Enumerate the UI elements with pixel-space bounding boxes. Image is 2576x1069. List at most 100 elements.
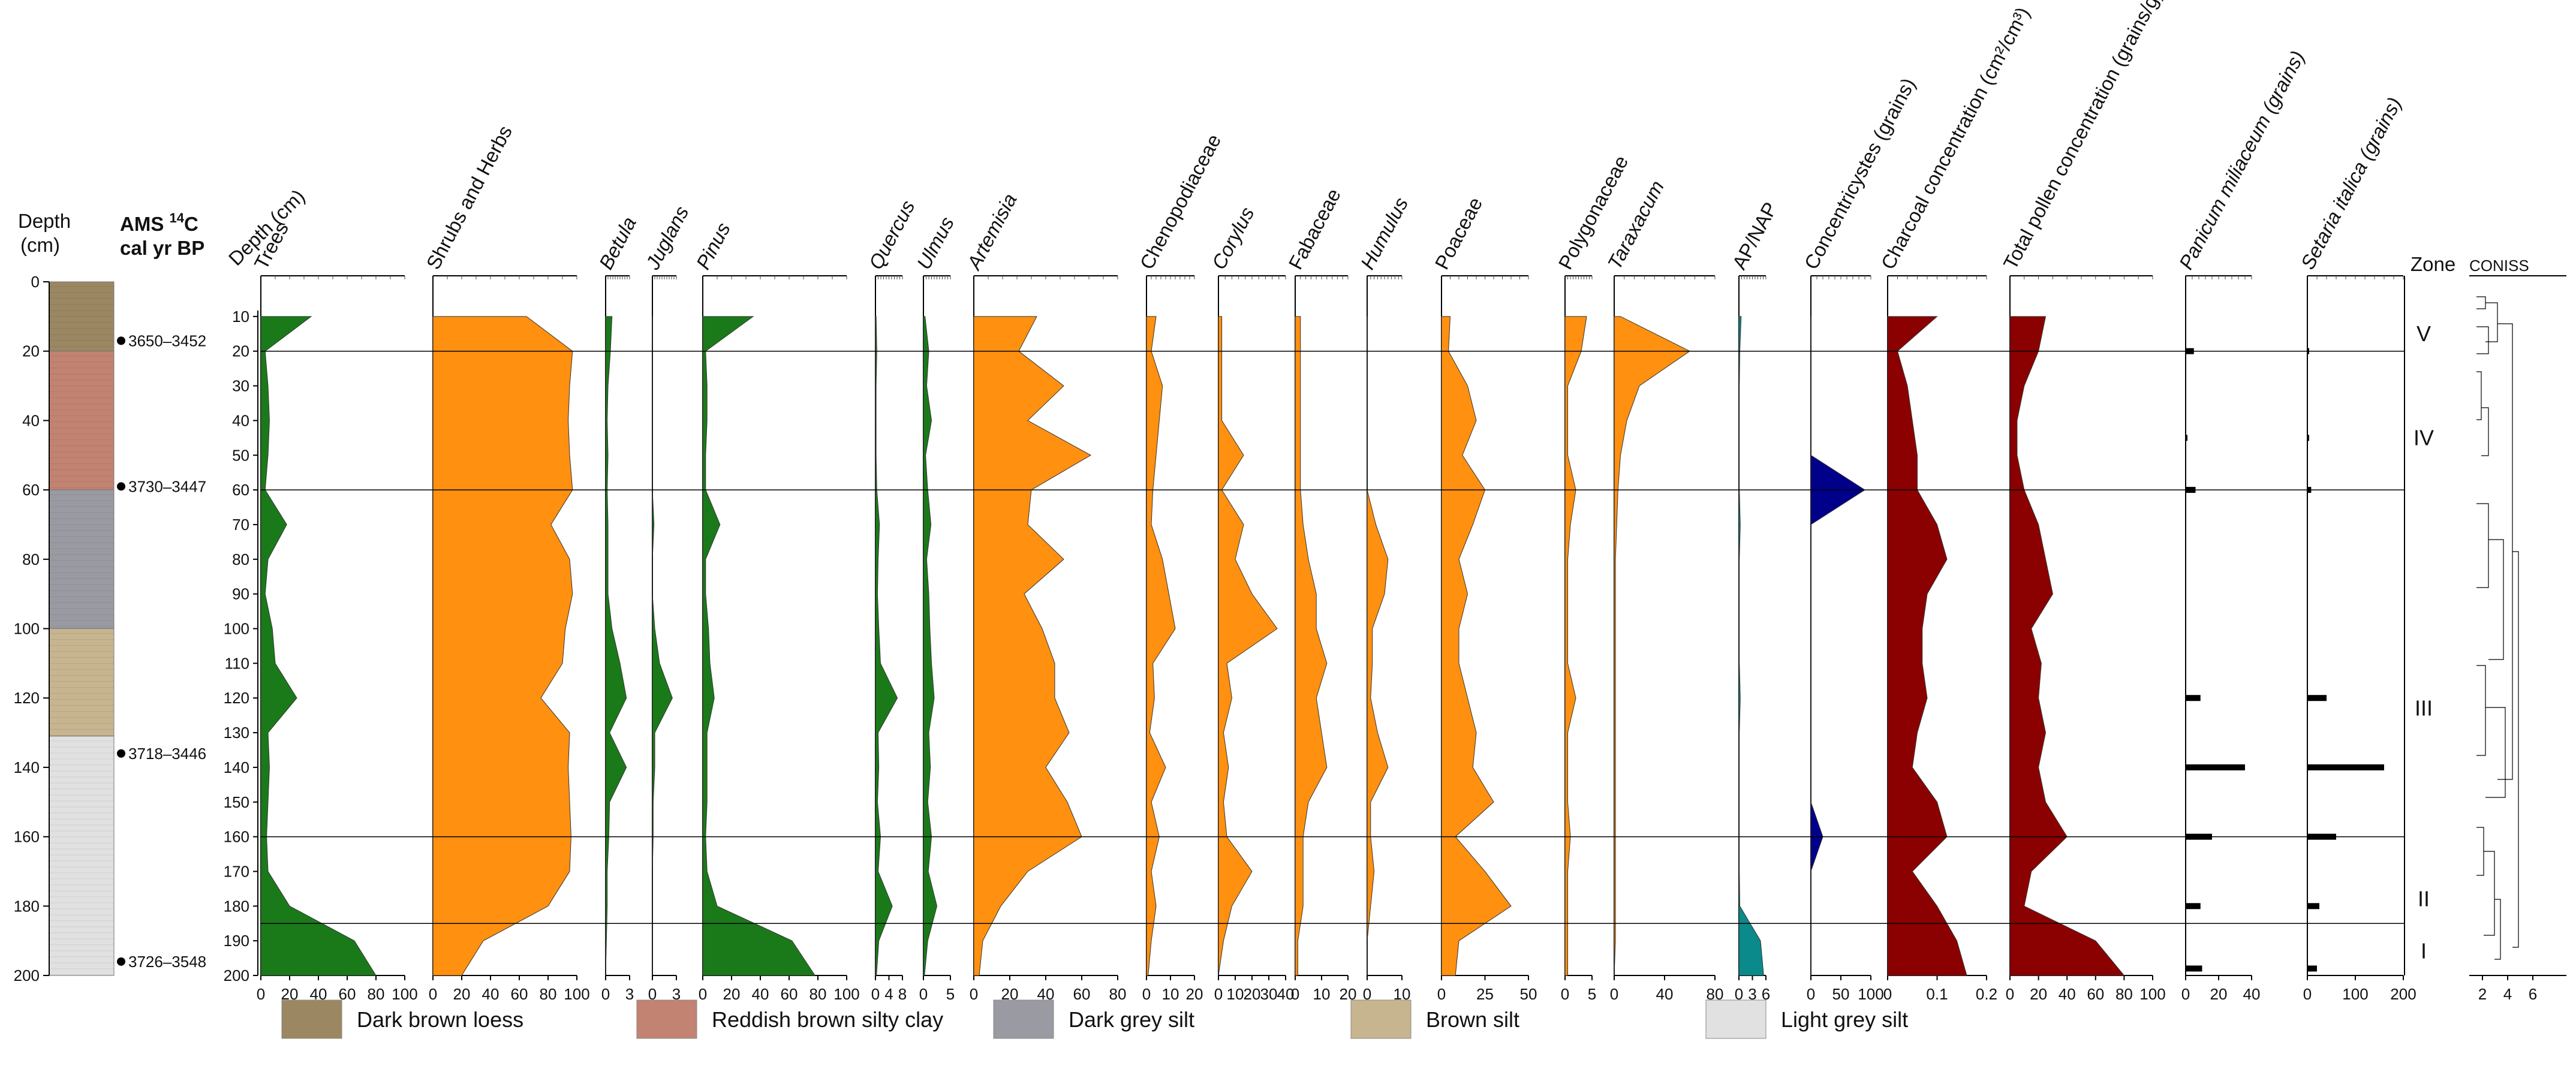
- panel-tick-label: 0: [1291, 985, 1299, 1003]
- panel-tick-label: 0: [871, 985, 880, 1003]
- zone-label: I: [2421, 939, 2427, 963]
- panel-bar: [2186, 965, 2202, 972]
- panel: Poaceae 0 25 50: [1431, 194, 1537, 1003]
- depth-tick-label: 200: [14, 966, 40, 984]
- panel-tick-label: 60: [511, 985, 528, 1003]
- panel-area: [923, 316, 938, 976]
- lithology-unit: [49, 351, 115, 490]
- panel-depth-label: 60: [232, 481, 249, 499]
- coniss-branch: [2476, 503, 2489, 588]
- zone-title: Zone: [2411, 253, 2455, 275]
- panel-tick-label: 3: [1748, 985, 1756, 1003]
- panel-area: [2009, 316, 2125, 976]
- legend-swatch: [1705, 999, 1767, 1039]
- panel-tick-label: 3: [672, 985, 681, 1003]
- panel-title: Total pollen concentration (grains/g): [1999, 0, 2166, 273]
- panel-tick-label: 60: [2087, 985, 2104, 1003]
- panel-depth-label: 190: [224, 932, 249, 950]
- panel-bar: [2307, 764, 2384, 770]
- zone-label: IV: [2414, 425, 2434, 450]
- panel-tick-label: 40: [752, 985, 769, 1003]
- panel-tick-label: 30: [1260, 985, 1278, 1003]
- coniss-tick-label: 6: [2529, 985, 2537, 1003]
- panel-title: Betula: [595, 213, 641, 273]
- panel-tick-label: 200: [2390, 985, 2416, 1003]
- panel-tick-label: 0: [601, 985, 610, 1003]
- depth-tick-label: 40: [22, 411, 40, 429]
- coniss-branch: [2485, 707, 2506, 798]
- legend-label: Brown silt: [1426, 1007, 1519, 1032]
- panel-area: [1367, 316, 1389, 975]
- panel-tick-label: 10: [1227, 985, 1244, 1003]
- panel-tick-label: 40: [2243, 985, 2261, 1003]
- panel-tick-label: 20: [1186, 985, 1203, 1003]
- panel-tick-label: 100: [2342, 985, 2368, 1003]
- coniss-tick-label: 4: [2503, 985, 2512, 1003]
- depth-tick-label: 20: [22, 342, 40, 360]
- panel-area: [702, 316, 816, 976]
- panel-tick-label: 8: [898, 985, 907, 1003]
- panel-tick-label: 6: [1762, 985, 1770, 1003]
- panel-tick-label: 0: [2303, 985, 2312, 1003]
- panel-depth-label: 160: [224, 828, 249, 846]
- panel-tick-label: 20: [1244, 985, 1261, 1003]
- panel-title: Juglans: [641, 202, 693, 273]
- coniss-branch: [2476, 296, 2486, 309]
- panel-area: [1441, 316, 1512, 976]
- panel-area: [605, 316, 627, 976]
- coniss-branch: [2481, 407, 2489, 456]
- panel-tick-label: 40: [1277, 985, 1295, 1003]
- panel-tick-label: 0: [1610, 985, 1618, 1003]
- ams-label-line2: cal yr BP: [120, 237, 204, 259]
- panel-tick-label: 25: [1476, 985, 1494, 1003]
- panel-tick-label: 4: [884, 985, 893, 1003]
- panel-tick-label: 20: [2030, 985, 2047, 1003]
- lithology-unit: [49, 628, 115, 737]
- panel-depth-label: 80: [232, 550, 249, 568]
- panel-area: [875, 316, 898, 976]
- panel-depth-label: 50: [232, 446, 249, 464]
- panel-title: Panicum miliaceum (grains): [2175, 47, 2309, 273]
- panel-tick-label: 50: [1832, 985, 1850, 1003]
- panel-tick-label: 10: [1313, 985, 1331, 1003]
- panel-area: [1614, 316, 1690, 976]
- panel-tick-label: 3: [625, 985, 634, 1003]
- legend-label: Dark grey silt: [1069, 1007, 1194, 1032]
- date-label: 3718–3446: [128, 745, 206, 763]
- panel: Shrubs and Herbs 0 20 40 60 80 100: [422, 122, 590, 1003]
- panel-tick-label: 5: [946, 985, 955, 1003]
- lithology-unit: [49, 281, 115, 352]
- legend-swatch: [636, 999, 697, 1039]
- lithology-unit: [49, 489, 115, 629]
- coniss-branch: [2476, 326, 2489, 354]
- panel-title: Fabaceae: [1284, 185, 1346, 273]
- zone-label: II: [2418, 887, 2430, 911]
- panel-area: [652, 316, 673, 975]
- panel-depth-label: 150: [224, 793, 249, 811]
- panel-area: [1887, 316, 1967, 976]
- panel-tick-label: 0: [1735, 985, 1743, 1003]
- panel-title: AP/NAP: [1728, 198, 1781, 273]
- panel-tick-label: 0: [1214, 985, 1223, 1003]
- coniss-title: CONISS: [2469, 257, 2529, 275]
- legend-label: Reddish brown silty clay: [712, 1007, 943, 1032]
- depth-axis-unit: (cm): [20, 234, 60, 256]
- panel-tick-label: 80: [540, 985, 557, 1003]
- legend: Dark brown loess Reddish brown silty clay…: [281, 999, 1908, 1039]
- panel: Total pollen concentration (grains/g) 0 20…: [1999, 0, 2166, 1003]
- panel-tick-label: 0: [1363, 985, 1371, 1003]
- panel-depth-label: 120: [224, 689, 249, 707]
- panel-tick-label: 0: [2006, 985, 2014, 1003]
- date-marker: [117, 957, 125, 966]
- panel-depth-label: 10: [232, 308, 249, 326]
- date-marker: [117, 482, 125, 491]
- depth-tick-label: 80: [22, 550, 40, 568]
- panel-tick-label: 100: [564, 985, 589, 1003]
